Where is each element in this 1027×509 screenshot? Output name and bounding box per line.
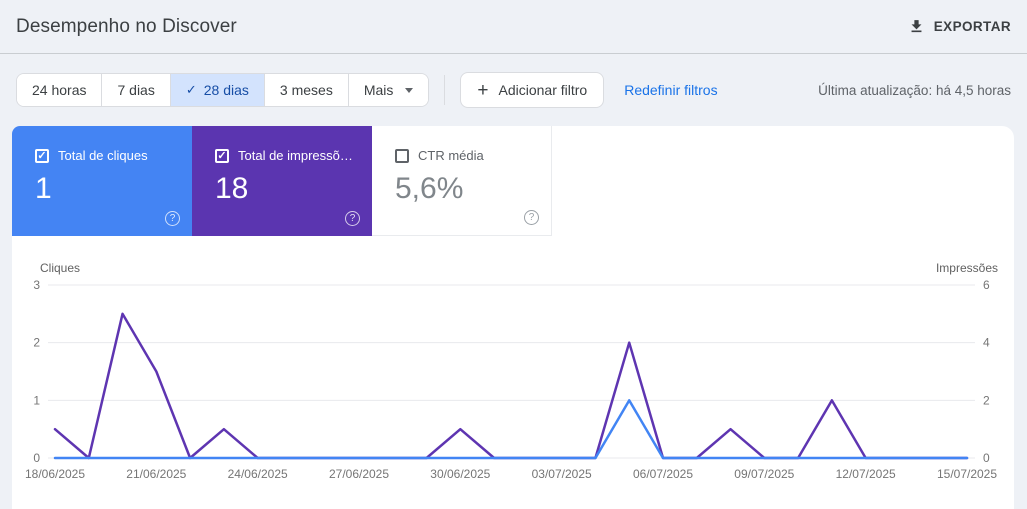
line-chart-svg[interactable]: 3 6 2 4 1 2 0 0 18/06/2025 21/06/2025 24/06/2025 27… (12, 254, 1014, 509)
chevron-down-icon (405, 87, 414, 93)
performance-chart: Cliques Impressões 3 6 2 4 1 2 0 0 18/06/2025 21/… (12, 254, 1014, 509)
date-range-chip-mais[interactable]: Mais (347, 74, 429, 106)
filter-divider (444, 75, 446, 105)
plus-icon: + (477, 79, 489, 101)
help-icon[interactable]: ? (345, 211, 360, 226)
add-filter-button[interactable]: + Adicionar filtro (460, 72, 605, 108)
report-panel: ✓ Total de cliques 1? ✓ Total de impressõ… 18… (12, 126, 1014, 509)
impress-es-line[interactable] (53, 312, 969, 460)
chip-label: Mais (363, 82, 394, 98)
chip-label: 3 meses (279, 82, 333, 98)
reset-filters-link[interactable]: Redefinir filtros (624, 82, 718, 98)
metric-card-total-de-cliques[interactable]: ✓ Total de cliques 1? (12, 126, 192, 236)
x-axis-tick: 30/06/2025 (430, 467, 490, 481)
x-axis-tick: 18/06/2025 (25, 467, 85, 481)
page-header: Desempenho no Discover EXPORTAR (0, 0, 1027, 54)
date-range-chip-group: 24 horas 7 dias ✓ 28 dias 3 meses Mais (16, 73, 430, 107)
filter-bar: 24 horas 7 dias ✓ 28 dias 3 meses Mais + Adic… (0, 54, 1027, 126)
export-button[interactable]: EXPORTAR (908, 18, 1011, 35)
x-axis-tick: 21/06/2025 (126, 467, 186, 481)
right-axis-tick: 0 (983, 451, 990, 465)
metric-card-value: 1 (35, 172, 52, 205)
left-axis-title: Cliques (40, 261, 81, 275)
metric-card-label: CTR média (418, 148, 484, 163)
x-axis-tick: 06/07/2025 (633, 467, 693, 481)
metric-cards-row: ✓ Total de cliques 1? ✓ Total de impressõ… 18… (12, 126, 1014, 236)
checkbox-unchecked[interactable] (395, 148, 409, 163)
metric-card-label: Total de cliques (58, 148, 148, 163)
left-axis-tick: 2 (33, 336, 40, 350)
metric-card-ctr-m-dia[interactable]: CTR média 5,6%? (372, 126, 552, 236)
chip-label: 7 dias (117, 82, 155, 98)
export-label: EXPORTAR (933, 19, 1011, 34)
add-filter-label: Adicionar filtro (498, 82, 588, 98)
checkbox-checked[interactable]: ✓ (35, 148, 49, 163)
x-axis-tick: 27/06/2025 (329, 467, 389, 481)
x-axis-tick: 03/07/2025 (532, 467, 592, 481)
x-axis-tick: 12/07/2025 (836, 467, 896, 481)
cliques-line[interactable] (53, 399, 969, 460)
metric-card-label: Total de impressõ… (238, 148, 353, 163)
help-icon[interactable]: ? (524, 210, 539, 225)
right-axis-tick: 6 (983, 278, 990, 292)
date-range-chip-3-meses[interactable]: 3 meses (263, 74, 348, 106)
last-update-text: Última atualização: há 4,5 horas (818, 82, 1011, 98)
left-axis-tick: 0 (33, 451, 40, 465)
right-axis-tick: 4 (983, 336, 990, 350)
metric-card-value: 5,6% (395, 172, 464, 205)
metric-card-value: 18 (215, 172, 249, 205)
page-title: Desempenho no Discover (16, 15, 237, 37)
chip-label: 24 horas (32, 82, 87, 98)
checkbox-checked[interactable]: ✓ (215, 148, 229, 163)
x-axis-tick: 15/07/2025 (937, 467, 997, 481)
left-axis-tick: 1 (33, 393, 40, 407)
check-icon: ✓ (185, 82, 197, 97)
x-axis-tick: 09/07/2025 (734, 467, 794, 481)
date-range-chip-28-dias[interactable]: ✓ 28 dias (169, 74, 264, 106)
date-range-chip-7-dias[interactable]: 7 dias (101, 74, 170, 106)
download-icon (908, 18, 925, 35)
right-axis-title: Impressões (935, 261, 998, 275)
date-range-chip-24-horas[interactable]: 24 horas (17, 74, 102, 106)
metric-card-total-de-impress-[interactable]: ✓ Total de impressõ… 18? (192, 126, 372, 236)
help-icon[interactable]: ? (165, 211, 180, 226)
left-axis-tick: 3 (33, 278, 40, 292)
right-axis-tick: 2 (983, 393, 990, 407)
x-axis-tick: 24/06/2025 (228, 467, 288, 481)
chip-label: 28 dias (203, 82, 249, 98)
